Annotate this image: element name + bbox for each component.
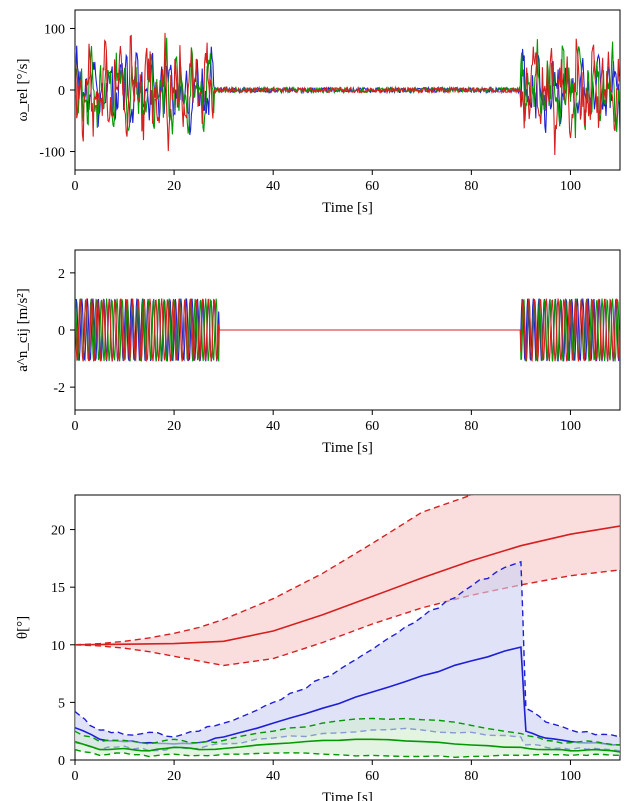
panel3-content: [75, 414, 620, 757]
ytick-label: -2: [53, 381, 65, 396]
xtick-label: 80: [464, 769, 478, 784]
ytick-label: 100: [44, 22, 65, 37]
xtick-label: 80: [464, 179, 478, 194]
xtick-label: 100: [560, 419, 581, 434]
xtick-label: 0: [72, 769, 79, 784]
panel3-xlabel: Time [s]: [322, 790, 373, 801]
panel1-series-green: [75, 38, 620, 138]
ytick-label: 0: [58, 84, 65, 99]
xtick-label: 40: [266, 179, 280, 194]
ytick-label: 2: [58, 267, 65, 282]
panel1-xlabel: Time [s]: [322, 200, 373, 216]
panel1-lines: [75, 33, 620, 155]
panel1-ylabel: ω_rel [°/s]: [15, 59, 31, 122]
figure-container: 020406080100-1000100Time [s]ω_rel [°/s]0…: [0, 0, 640, 801]
ytick-label: 0: [58, 324, 65, 339]
xtick-label: 60: [365, 419, 379, 434]
xtick-label: 100: [560, 769, 581, 784]
xtick-label: 80: [464, 419, 478, 434]
panel3-ylabel: θ[°]: [15, 616, 31, 639]
panel2-lines: [75, 299, 620, 362]
ytick-label: -100: [39, 146, 65, 161]
xtick-label: 0: [72, 179, 79, 194]
ytick-label: 20: [51, 524, 65, 539]
figure-svg: 020406080100-1000100Time [s]ω_rel [°/s]0…: [0, 0, 640, 801]
xtick-label: 40: [266, 419, 280, 434]
xtick-label: 0: [72, 419, 79, 434]
ytick-label: 15: [51, 581, 65, 596]
ytick-label: 10: [51, 639, 65, 654]
xtick-label: 100: [560, 179, 581, 194]
xtick-label: 60: [365, 179, 379, 194]
xtick-label: 40: [266, 769, 280, 784]
ytick-label: 0: [58, 754, 65, 769]
panel2-xlabel: Time [s]: [322, 440, 373, 456]
xtick-label: 20: [167, 179, 181, 194]
xtick-label: 60: [365, 769, 379, 784]
ytick-label: 5: [58, 696, 65, 711]
panel2-ylabel: a^n_cij [m/s²]: [15, 288, 31, 372]
xtick-label: 20: [167, 419, 181, 434]
xtick-label: 20: [167, 769, 181, 784]
